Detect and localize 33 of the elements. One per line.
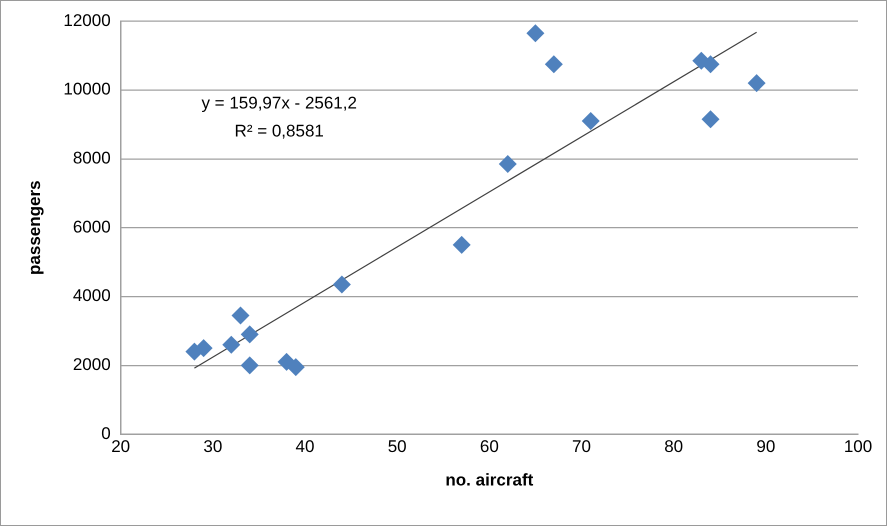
annotation: y = 159,97x - 2561,2: [201, 93, 357, 112]
y-tick-label: 8000: [72, 148, 111, 168]
x-tick-label: 40: [296, 437, 314, 456]
annotation: R² = 0,8581: [234, 121, 324, 140]
x-tick-label: 60: [480, 437, 499, 456]
point: [286, 358, 305, 376]
point: [582, 112, 600, 130]
x-tick-label: 90: [756, 437, 776, 456]
x-axis-title: no. aircraft: [445, 470, 534, 490]
x-tick-label: 30: [203, 437, 222, 456]
point: [222, 336, 240, 354]
y-axis-title: passengers: [24, 180, 44, 275]
point: [240, 325, 259, 344]
point: [498, 155, 517, 174]
y-tick-label: 0: [101, 424, 111, 443]
point: [702, 110, 720, 128]
x-tick-label: 20: [111, 437, 130, 456]
point: [748, 74, 766, 92]
x-tick-label: 100: [844, 437, 872, 456]
y-tick-label: 6000: [72, 217, 111, 236]
point: [452, 236, 471, 254]
y-tick-label: 4000: [72, 286, 111, 306]
point: [240, 356, 259, 374]
y-tick-label: 12000: [63, 10, 111, 30]
x-tick-label: 50: [388, 437, 407, 456]
point: [544, 55, 563, 74]
x-tick-label: 70: [572, 437, 591, 456]
point: [332, 275, 351, 294]
x-tick-label: 80: [664, 437, 684, 456]
y-tick-label: 10000: [63, 80, 111, 99]
y-tick-label: 2000: [72, 355, 111, 374]
point: [231, 306, 250, 324]
point: [526, 24, 544, 42]
